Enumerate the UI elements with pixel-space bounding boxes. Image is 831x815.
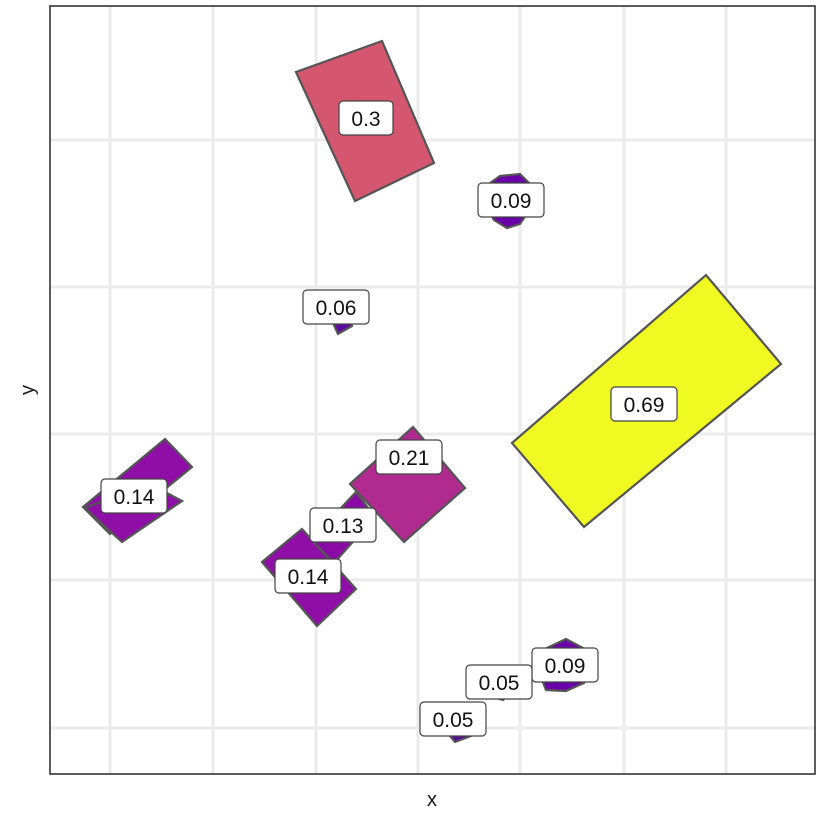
data-label: 0.09 [478, 183, 544, 217]
data-label: 0.14 [101, 479, 167, 513]
data-label-text: 0.21 [389, 447, 430, 470]
data-label: 0.13 [310, 508, 376, 542]
data-label: 0.05 [466, 665, 532, 699]
data-label-text: 0.14 [288, 566, 329, 589]
data-label-text: 0.09 [491, 190, 532, 213]
data-label-text: 0.09 [545, 655, 586, 678]
data-label-text: 0.05 [479, 672, 520, 695]
data-label-text: 0.13 [323, 515, 364, 538]
data-label-text: 0.69 [624, 394, 665, 417]
data-label: 0.69 [611, 387, 677, 421]
y-axis-title: y [17, 385, 39, 395]
data-label-text: 0.06 [316, 297, 357, 320]
data-label: 0.09 [532, 648, 598, 682]
data-label: 0.21 [376, 440, 442, 474]
data-label: 0.3 [339, 101, 393, 135]
data-label-text: 0.05 [433, 709, 474, 732]
data-label: 0.06 [303, 290, 369, 324]
x-axis-title: x [427, 789, 437, 811]
data-label-text: 0.3 [351, 108, 380, 131]
data-label-text: 0.14 [114, 486, 155, 509]
data-label: 0.14 [275, 559, 341, 593]
data-label: 0.05 [420, 702, 486, 736]
